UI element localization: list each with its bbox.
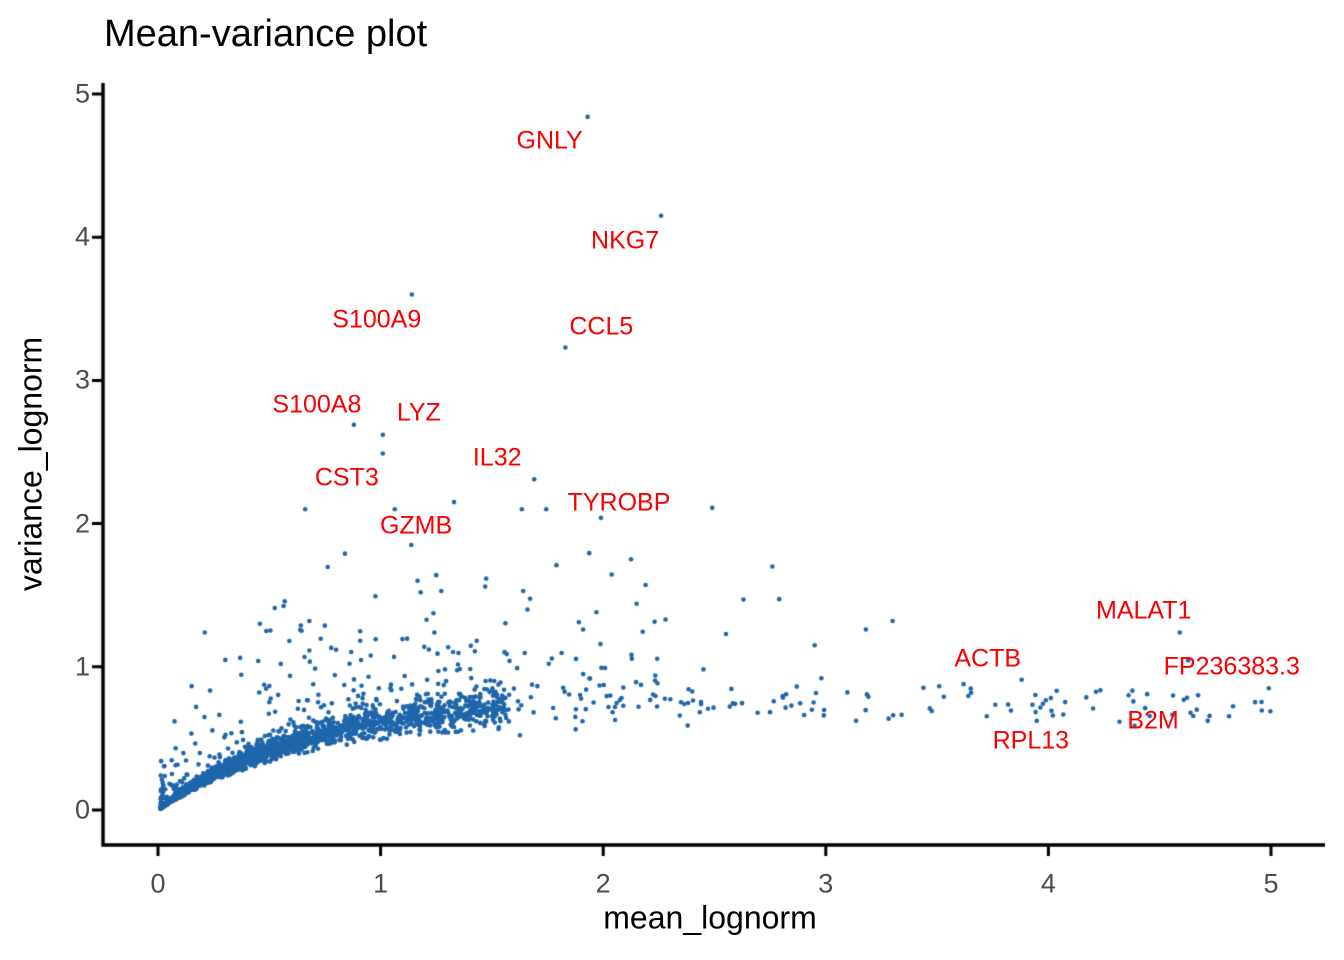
gene-label-LYZ: LYZ (396, 398, 441, 427)
y-tick-label-2: 2 (74, 508, 90, 539)
x-axis-title: mean_lognorm (603, 899, 817, 936)
gene-label-CST3: CST3 (314, 463, 379, 492)
gene-label-FP236383.3: FP236383.3 (1163, 652, 1300, 681)
gene-label-TYROBP: TYROBP (567, 488, 671, 517)
gene-label-GNLY: GNLY (516, 126, 583, 155)
gene-label-B2M: B2M (1127, 706, 1179, 735)
y-axis-title: variance_lognorm (12, 336, 49, 592)
gene-label-S100A8: S100A8 (272, 390, 362, 419)
y-tick-label-5: 5 (74, 78, 90, 109)
chart-title: Mean-variance plot (104, 13, 428, 55)
y-tick-label-1: 1 (74, 651, 90, 682)
x-tick-label-2: 2 (595, 868, 611, 899)
y-tick-label-0: 0 (74, 794, 90, 825)
gene-label-NKG7: NKG7 (591, 226, 660, 255)
x-tick-label-4: 4 (1040, 868, 1056, 899)
x-tick-label-5: 5 (1263, 868, 1279, 899)
gene-label-CCL5: CCL5 (569, 312, 634, 341)
gene-label-MALAT1: MALAT1 (1096, 596, 1192, 625)
gene-label-GZMB: GZMB (379, 511, 453, 540)
gene-label-IL32: IL32 (472, 443, 522, 472)
gene-label-S100A9: S100A9 (332, 305, 422, 334)
y-tick-label-4: 4 (74, 221, 90, 252)
x-tick-label-0: 0 (150, 868, 166, 899)
gene-label-RPL13: RPL13 (992, 726, 1070, 755)
y-tick-label-3: 3 (74, 364, 90, 395)
gene-label-ACTB: ACTB (954, 644, 1022, 673)
x-tick-label-1: 1 (373, 868, 389, 899)
x-tick-label-3: 3 (818, 868, 834, 899)
